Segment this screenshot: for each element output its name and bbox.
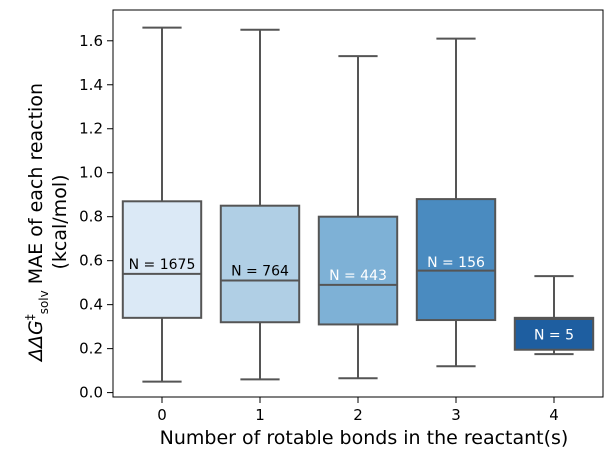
y-tick-label: 0.2 <box>79 340 103 358</box>
n-count-label: N = 1675 <box>129 257 196 273</box>
y-tick-label: 1.6 <box>79 32 103 50</box>
y-axis-label-line2: (kcal/mol) <box>49 174 71 269</box>
y-axis-label-sup: ‡ <box>23 314 37 320</box>
y-axis-label-rest: MAE of each reaction <box>25 83 47 290</box>
n-count-label: N = 443 <box>329 268 387 284</box>
y-axis-label: ΔΔG‡solv MAE of each reaction <box>23 83 51 363</box>
y-tick-label: 1.2 <box>79 120 103 138</box>
y-tick-label: 1.4 <box>79 76 103 94</box>
x-tick-label: 3 <box>451 406 461 424</box>
x-axis-label: Number of rotable bonds in the reactant(… <box>160 427 569 449</box>
x-tick-label: 2 <box>353 406 363 424</box>
y-axis-label-sub: solv <box>37 290 51 314</box>
box-1 <box>219 204 301 324</box>
x-tick-label: 4 <box>549 406 559 424</box>
plot-area: 0.0 0.2 0.4 0.6 0.8 1.0 1.2 1.4 1.6 N = 1675 0 N = … <box>79 9 604 424</box>
y-axis-label-prefix: ΔΔG <box>25 320 47 363</box>
x-tick-label: 0 <box>157 406 167 424</box>
plot-frame <box>112 9 604 398</box>
n-count-label: N = 5 <box>534 327 574 343</box>
y-tick-label: 0.8 <box>79 208 103 226</box>
box-0 <box>121 200 203 319</box>
box-4 <box>513 316 595 351</box>
y-tick-label: 0.0 <box>79 384 103 402</box>
box-3 <box>415 198 497 322</box>
n-count-label: N = 156 <box>427 255 485 271</box>
box-2 <box>317 215 399 326</box>
y-tick-label: 0.4 <box>79 296 103 314</box>
y-tick-label: 0.6 <box>79 252 103 270</box>
n-count-label: N = 764 <box>231 264 289 280</box>
y-tick-label: 1.0 <box>79 164 103 182</box>
x-tick-label: 1 <box>255 406 265 424</box>
